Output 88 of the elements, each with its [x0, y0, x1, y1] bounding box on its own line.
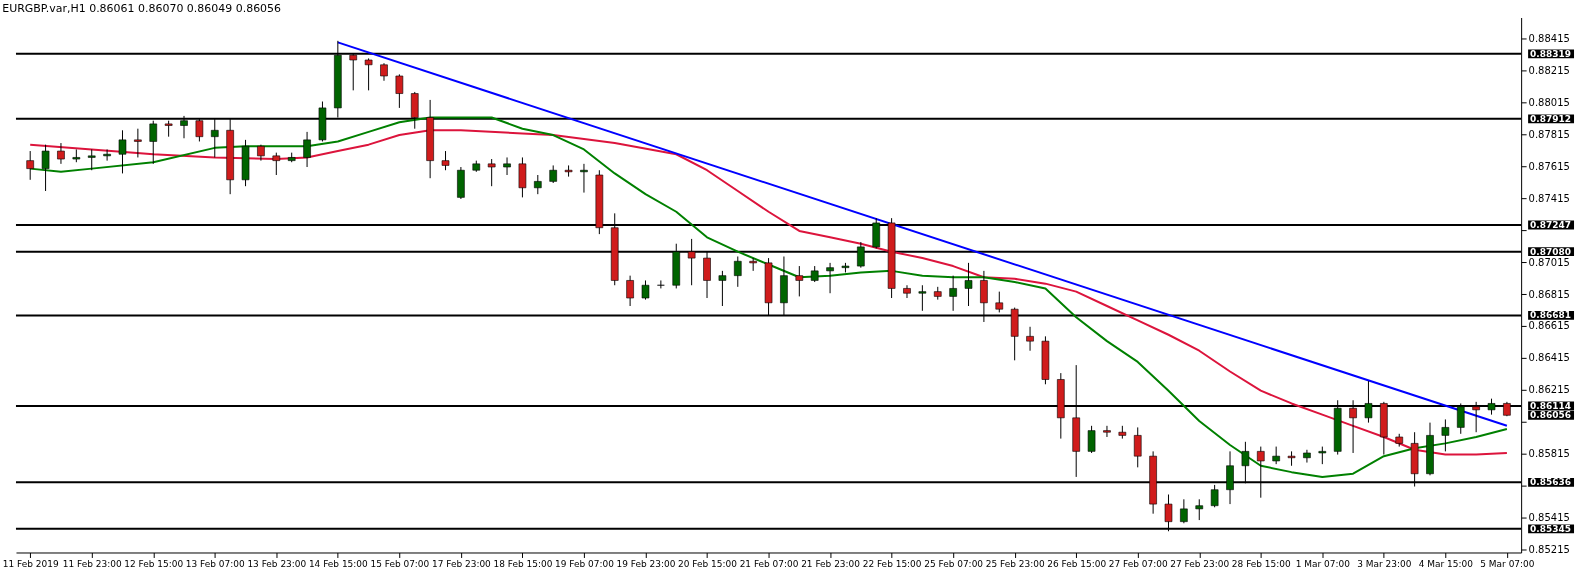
candlestick: [1026, 326, 1034, 352]
x-tick-label: 26 Feb 15:00: [1047, 558, 1107, 569]
ref-line-label: 0.87080: [1530, 246, 1571, 257]
ref-line-label: 0.86114: [1530, 401, 1571, 411]
candlestick: [534, 174, 542, 195]
x-tick-label: 18 Feb 15:00: [493, 558, 553, 569]
candlestick: [949, 275, 957, 312]
candlestick: [395, 73, 404, 109]
x-tick-label: 13 Feb 23:00: [247, 558, 307, 569]
x-tick-label: 17 Feb 23:00: [431, 558, 492, 569]
x-tick-label: 19 Feb 23:00: [616, 558, 676, 569]
y-tick-label: 0.87615: [1528, 160, 1570, 172]
candlestick: [903, 284, 911, 299]
y-tick-label: 0.88415: [1528, 32, 1570, 44]
candlestick: [41, 144, 50, 192]
candlestick: [1210, 484, 1219, 508]
x-tick-label: 12 Feb 15:00: [124, 558, 184, 569]
candlestick: [134, 128, 142, 158]
candlestick: [272, 152, 281, 176]
candlestick: [1287, 450, 1296, 467]
candlestick: [303, 131, 311, 168]
candlestick: [57, 142, 65, 165]
x-tick-label: 5 Mar 07:00: [1480, 558, 1535, 569]
text: 0.86056: [1530, 410, 1571, 421]
ref-line-label: 0.87912: [1530, 113, 1571, 124]
candlestick: [826, 262, 834, 294]
x-tick-label: 25 Feb 23:00: [985, 558, 1045, 569]
x-tick-label: 4 Mar 15:00: [1418, 558, 1474, 569]
candlestick: [641, 279, 650, 301]
candlestick: [26, 150, 34, 181]
candlestick: [503, 156, 511, 176]
candlestick: [1180, 498, 1188, 524]
chart-title: EURGBP.var,H1 0.86061 0.86070 0.86049 0.86056: [2, 1, 282, 15]
x-tick-label: 21 Feb 23:00: [801, 558, 861, 569]
candlestick: [718, 270, 727, 307]
y-tick-label: 0.86215: [1528, 384, 1570, 396]
candlestick: [564, 164, 573, 178]
y-tick-label: 0.86815: [1528, 288, 1570, 300]
y-tick-label: 0.86615: [1528, 320, 1570, 332]
candlestick: [1303, 449, 1311, 464]
x-tick-label: 15 Feb 07:00: [370, 558, 430, 569]
candlestick: [364, 57, 373, 91]
ref-line-label: 0.85636: [1530, 477, 1571, 488]
candlestick: [1133, 426, 1142, 468]
candlestick: [118, 129, 127, 174]
candlestick: [995, 291, 1004, 313]
candlestick: [964, 262, 973, 307]
y-tick-label: 0.85215: [1528, 544, 1570, 556]
x-tick-label: 27 Feb 23:00: [1170, 558, 1230, 569]
y-tick-label: 0.85415: [1528, 512, 1570, 524]
ref-line-label: 0.87247: [1530, 220, 1571, 231]
y-tick-label: 0.86415: [1528, 352, 1570, 364]
x-tick-label: 1 Mar 07:00: [1295, 558, 1351, 569]
x-tick-label: 20 Feb 15:00: [678, 558, 738, 569]
ref-line-label: 0.86681: [1530, 310, 1571, 321]
candlestick: [580, 163, 588, 194]
x-tick-label: 27 Feb 07:00: [1108, 558, 1168, 569]
x-tick-label: 22 Feb 15:00: [862, 558, 922, 569]
x-tick-label: 13 Feb 07:00: [185, 558, 245, 569]
candlestick: [487, 158, 496, 187]
y-tick-label: 0.87415: [1528, 192, 1570, 204]
candlestick: [441, 150, 450, 171]
y-tick-label: 0.85815: [1528, 448, 1570, 460]
candlestick: [518, 156, 527, 198]
ref-line-label: 0.85345: [1530, 523, 1571, 534]
candlestick: [1087, 425, 1096, 454]
candlestick: [1103, 425, 1111, 438]
ref-line-label: 0.88319: [1530, 48, 1571, 59]
x-tick-label: 25 Feb 07:00: [924, 558, 984, 569]
x-tick-label: 19 Feb 07:00: [555, 558, 615, 569]
candlestick: [87, 148, 96, 171]
candlestick: [103, 148, 111, 162]
x-tick-label: 14 Feb 15:00: [308, 558, 369, 569]
y-tick-label: 0.88215: [1528, 64, 1570, 76]
x-tick-label: 21 Feb 07:00: [739, 558, 799, 569]
candlestick: [1441, 418, 1450, 452]
y-tick-label: 0.88015: [1528, 96, 1570, 108]
candlestick: [733, 255, 742, 288]
candlestick: [795, 265, 804, 297]
x-tick-label: 3 Mar 23:00: [1357, 558, 1412, 569]
candlestick: [918, 284, 927, 312]
candlestick: [1195, 498, 1204, 521]
x-tick-label: 28 Feb 15:00: [1231, 558, 1291, 569]
y-tick-label: 0.87815: [1528, 128, 1570, 140]
x-tick-label: 11 Feb 23:00: [62, 558, 122, 569]
candlestick: [626, 275, 634, 307]
y-tick-label: 0.87015: [1528, 256, 1570, 268]
x-tick-label: 11 Feb 2019: [2, 558, 59, 569]
